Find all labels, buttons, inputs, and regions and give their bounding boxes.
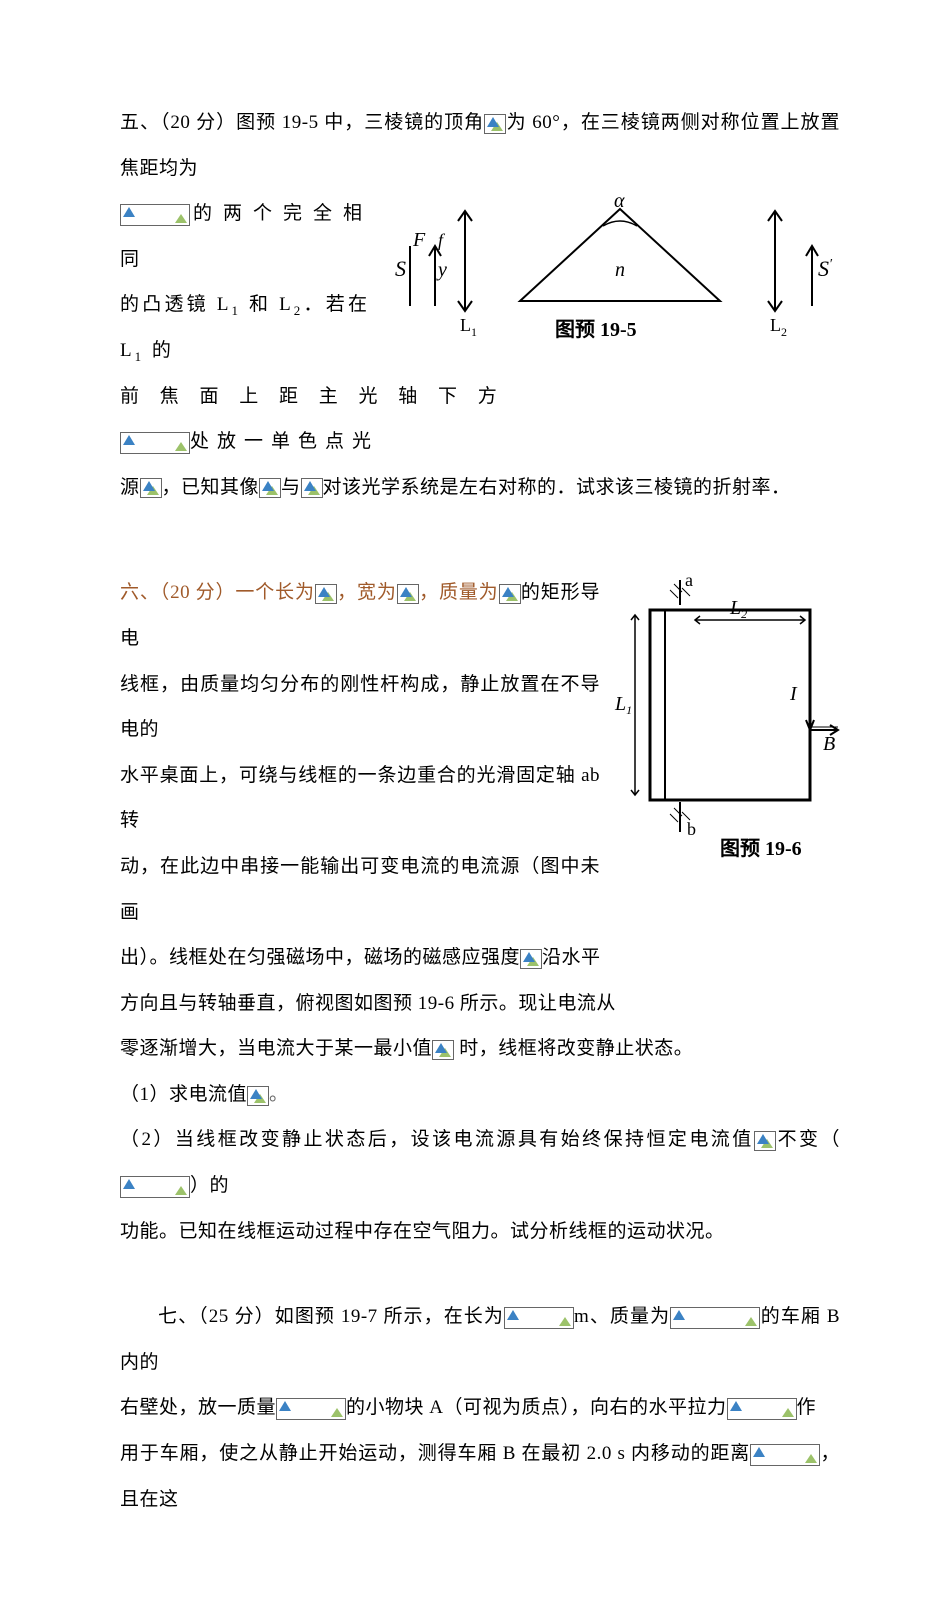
placeholder-icon (259, 478, 281, 498)
p6-q2b: 不变（ (776, 1129, 840, 1150)
label-alpha: α (614, 191, 625, 212)
p5-text-6d: 对该光学系统是左右对称的．试求该三棱镜的折射率． (323, 477, 791, 498)
p6-text-7a: 零逐渐增大，当电流大于某一最小值 (120, 1038, 432, 1059)
p5-text-4d: 的 (144, 340, 174, 361)
label-B: B (823, 733, 835, 755)
label-S: S (395, 256, 406, 281)
problem-5: 五、（20 分）图预 19-5 中，三棱镜的顶角为 60°，在三棱镜两侧对称位置… (120, 100, 840, 510)
p5-line4: 前 焦 面 上 距 主 光 轴 下 方 (120, 374, 840, 420)
p5-line5: 处放一单色点光 (120, 419, 840, 465)
label-F: F (412, 229, 426, 251)
placeholder-icon (247, 1086, 269, 1106)
p5-text-1: 五、（20 分）图预 19-5 中，三棱镜的顶角 (120, 112, 484, 133)
p7-line3: 用于车厢，使之从静止开始运动，测得车厢 B 在最初 2.0 s 内移动的距离，且… (120, 1431, 840, 1522)
p7-text-2a: 右壁处，放一质量 (120, 1397, 276, 1418)
p5-text-6b: ，已知其像 (162, 477, 260, 498)
p5-text-4b: 和 L (241, 294, 294, 315)
placeholder-icon (397, 584, 419, 604)
placeholder-icon (301, 478, 323, 498)
p7-line1: 七、（25 分）如图预 19-7 所示，在长为m、质量为的车厢 B 内的 (120, 1294, 840, 1385)
p6-text-1b: ，宽为 (337, 582, 397, 603)
p6-text-5b: 沿水平 (542, 947, 601, 968)
problem-7: 七、（25 分）如图预 19-7 所示，在长为m、质量为的车厢 B 内的 右壁处… (120, 1294, 840, 1522)
p7-text-2c: 作 (797, 1397, 817, 1418)
placeholder-icon (670, 1307, 760, 1329)
p6-line6: 方向且与转轴垂直，俯视图如图预 19-6 所示。现让电流从 (120, 981, 840, 1027)
placeholder-icon (754, 1131, 776, 1151)
label-I: I (789, 683, 798, 705)
label-b: b (687, 819, 696, 839)
diagram-19-6: a L2 L1 I (610, 570, 840, 860)
sub-2: 2 (294, 303, 304, 318)
p5-text-6c: 与 (281, 477, 301, 498)
p6-q2a: （2）当线框改变静止状态后，设该电流源具有始终保持恒定电流值 (120, 1129, 754, 1150)
label-L2: L2 (770, 315, 787, 339)
diagram-19-5-caption: 图预 19-5 (555, 318, 637, 341)
sub-1b: 1 (135, 349, 145, 364)
placeholder-icon (140, 478, 162, 498)
label-a: a (685, 570, 693, 590)
p6-text-1c: ，质量为 (419, 582, 499, 603)
label-y: y (436, 259, 447, 281)
label-f: f (438, 230, 446, 250)
placeholder-icon (315, 584, 337, 604)
diagram-19-6-caption: 图预 19-6 (720, 837, 802, 860)
diagram-19-6-container: a L2 L1 I (610, 570, 840, 878)
placeholder-icon (484, 114, 506, 134)
p5-line1: 五、（20 分）图预 19-5 中，三棱镜的顶角为 60°，在三棱镜两侧对称位置… (120, 100, 840, 191)
label-L1b: L1 (614, 693, 632, 717)
label-n: n (615, 259, 625, 281)
placeholder-icon (504, 1307, 574, 1329)
diagram-19-5: S F f y L1 α n 图预 19-5 L2 S′ (380, 191, 840, 351)
p6-q1: （1）求电流值 。 (120, 1072, 840, 1118)
p5-text-5b: 处放一单色点光 (190, 431, 379, 452)
problem-6: a L2 L1 I (120, 570, 840, 1254)
p7-text-2b: 的小物块 A（可视为质点），向右的水平拉力 (346, 1397, 726, 1418)
p7-text-1a: 七、（25 分）如图预 19-7 所示，在长为 (158, 1306, 504, 1327)
placeholder-icon (520, 949, 542, 969)
p5-line6: 源 ，已知其像与 对该光学系统是左右对称的．试求该三棱镜的折射率． (120, 465, 840, 511)
label-L1: L1 (460, 315, 477, 339)
p7-text-1b: m、质量为 (574, 1306, 670, 1327)
label-Sprime: S′ (818, 256, 833, 281)
label-L2b: L2 (729, 597, 747, 621)
placeholder-icon (120, 432, 190, 454)
placeholder-icon (432, 1040, 454, 1060)
placeholder-icon (120, 1176, 190, 1198)
p5-text-6a: 源 (120, 477, 140, 498)
p6-q2: （2）当线框改变静止状态后，设该电流源具有始终保持恒定电流值 不变（ ）的 (120, 1117, 840, 1208)
p6-q3: 功能。已知在线框运动过程中存在空气阻力。试分析线框的运动状况。 (120, 1209, 840, 1255)
p5-text-4a: 的凸透镜 L (120, 294, 232, 315)
p6-text-1a: 六、（20 分）一个长为 (120, 582, 315, 603)
diagram-19-5-container: S F f y L1 α n 图预 19-5 L2 S′ (380, 191, 840, 369)
p7-line2: 右壁处，放一质量 的小物块 A（可视为质点），向右的水平拉力 作 (120, 1385, 840, 1431)
p6-line7: 零逐渐增大，当电流大于某一最小值 时，线框将改变静止状态。 (120, 1026, 840, 1072)
p6-q1b: 。 (269, 1084, 289, 1105)
p6-q2c: ）的 (190, 1175, 229, 1196)
placeholder-icon (499, 584, 521, 604)
p6-q1a: （1）求电流值 (120, 1084, 247, 1105)
sub-1: 1 (232, 303, 242, 318)
p6-line5: 出）。线框处在匀强磁场中，磁场的磁感应强度 沿水平 (120, 935, 840, 981)
placeholder-icon (276, 1398, 346, 1420)
placeholder-icon (727, 1398, 797, 1420)
placeholder-icon (120, 204, 190, 226)
p6-text-7b: 时，线框将改变静止状态。 (454, 1038, 693, 1059)
p7-text-3a: 用于车厢，使之从静止开始运动，测得车厢 B 在最初 2.0 s 内移动的距离 (120, 1443, 750, 1464)
placeholder-icon (750, 1444, 820, 1466)
p6-text-5a: 出）。线框处在匀强磁场中，磁场的磁感应强度 (120, 947, 520, 968)
